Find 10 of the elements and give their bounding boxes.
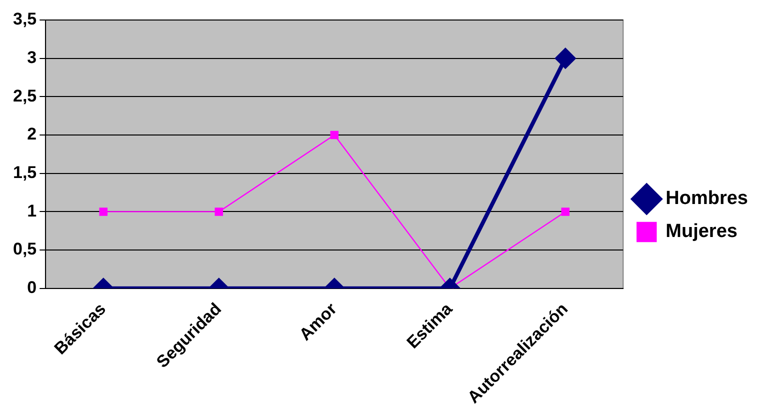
y-tick-label: 1 bbox=[27, 201, 37, 220]
legend-label: Mujeres bbox=[666, 221, 738, 242]
y-tick-label: 3 bbox=[27, 48, 37, 68]
y-tick-label: 3,5 bbox=[12, 10, 37, 29]
y-tick-label: 2 bbox=[27, 124, 37, 144]
y-tick-label: 0,5 bbox=[12, 240, 37, 259]
y-tick-label: 0 bbox=[27, 278, 37, 298]
y-tick-label: 1,5 bbox=[12, 163, 37, 182]
y-tick-label: 2,5 bbox=[12, 86, 37, 106]
legend-label: Hombres bbox=[666, 188, 748, 210]
